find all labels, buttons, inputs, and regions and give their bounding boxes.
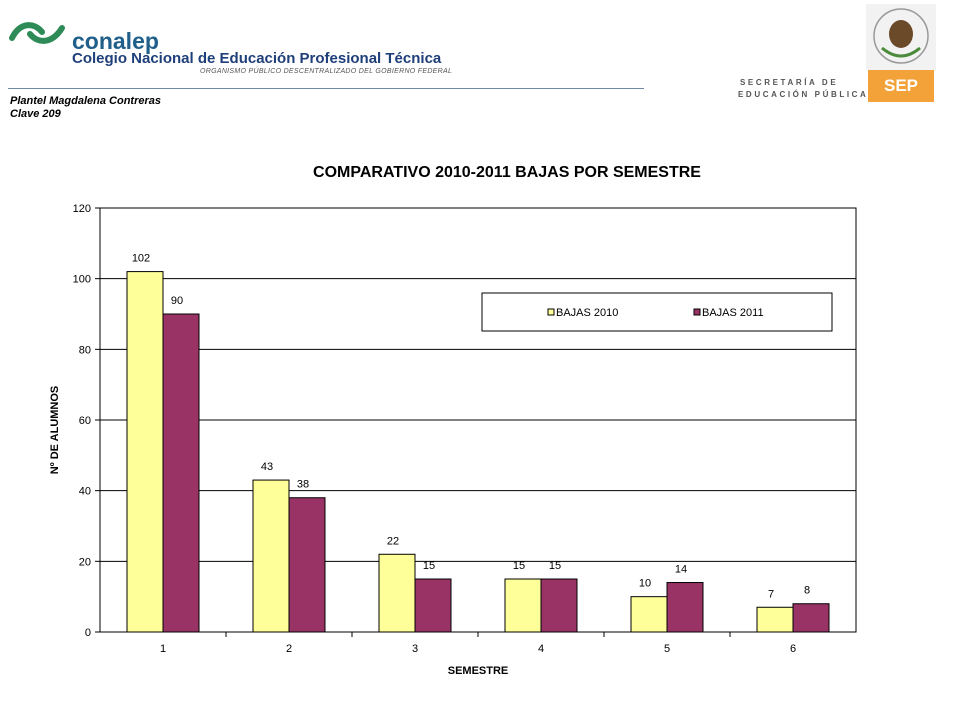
data-label: 8 [804, 585, 810, 597]
y-tick-label: 60 [79, 415, 91, 427]
campus-name: Plantel Magdalena Contreras [10, 95, 161, 107]
data-labels: 102 90 43 38 22 15 15 15 10 14 7 8 [132, 253, 810, 601]
header-divider [8, 88, 644, 89]
org-full-name: Colegio Nacional de Educación Profesiona… [72, 50, 442, 67]
x-tick-label: 4 [538, 643, 544, 655]
org-subtitle: ORGANISMO PÚBLICO DESCENTRALIZADO DEL GO… [200, 68, 453, 75]
bar-2010 [378, 553, 416, 633]
x-tick-label: 2 [286, 643, 292, 655]
legend-swatch [547, 308, 555, 316]
data-label: 15 [423, 560, 435, 572]
bar-2010 [756, 606, 794, 633]
y-tick-label: 20 [79, 556, 91, 568]
bar-2011 [540, 578, 578, 633]
y-axis-label: Nº DE ALUMNOS [49, 386, 61, 475]
data-label: 10 [639, 578, 651, 590]
data-label: 90 [171, 295, 183, 307]
y-tick-label: 80 [79, 344, 91, 356]
bars [126, 271, 830, 633]
sep-badge: SEP [868, 70, 934, 102]
org-short-name: conalep [72, 28, 159, 54]
bar-2011 [666, 582, 704, 633]
data-label: 43 [261, 461, 273, 473]
bar-2011 [288, 497, 326, 633]
bar-2010 [126, 271, 164, 633]
legend-label: BAJAS 2011 [702, 307, 764, 319]
x-tick-label: 5 [664, 643, 670, 655]
bar-2011 [792, 603, 830, 633]
y-tick-label: 100 [73, 274, 91, 286]
legend-label: BAJAS 2010 [556, 307, 618, 319]
chart-title: COMPARATIVO 2010-2011 BAJAS POR SEMESTRE [313, 164, 701, 181]
bar-2010 [252, 479, 290, 633]
y-tick-label: 120 [73, 203, 91, 215]
ministry-name-line1: SECRETARÍA DE [740, 78, 839, 87]
bar-2010 [504, 578, 542, 633]
data-label: 7 [768, 588, 774, 600]
ministry-name-line2: EDUCACIÓN PÚBLICA [738, 90, 869, 99]
x-tick-label: 1 [160, 643, 166, 655]
x-axis-label: SEMESTRE [448, 665, 509, 677]
data-label: 15 [513, 560, 525, 572]
y-tick-label: 0 [85, 627, 91, 639]
data-label: 102 [132, 253, 150, 265]
axes: 0 20 40 60 80 100 120 1 2 3 4 5 6 [73, 203, 857, 655]
bar-2011 [414, 578, 452, 633]
data-label: 38 [297, 479, 309, 491]
gridlines [100, 278, 856, 562]
legend: BAJAS 2010 BAJAS 2011 [481, 292, 833, 332]
bar-2011 [162, 313, 200, 633]
legend-box [481, 292, 833, 332]
data-label: 14 [675, 564, 687, 576]
legend-swatch [693, 308, 701, 316]
conalep-logo-icon [9, 22, 65, 44]
data-label: 15 [549, 560, 561, 572]
data-label: 22 [387, 535, 399, 547]
national-seal-icon [866, 4, 936, 70]
campus-id: Clave 209 [10, 108, 61, 120]
bar-2010 [630, 596, 668, 633]
y-tick-label: 40 [79, 486, 91, 498]
x-tick-label: 3 [412, 643, 418, 655]
x-tick-label: 6 [790, 643, 796, 655]
